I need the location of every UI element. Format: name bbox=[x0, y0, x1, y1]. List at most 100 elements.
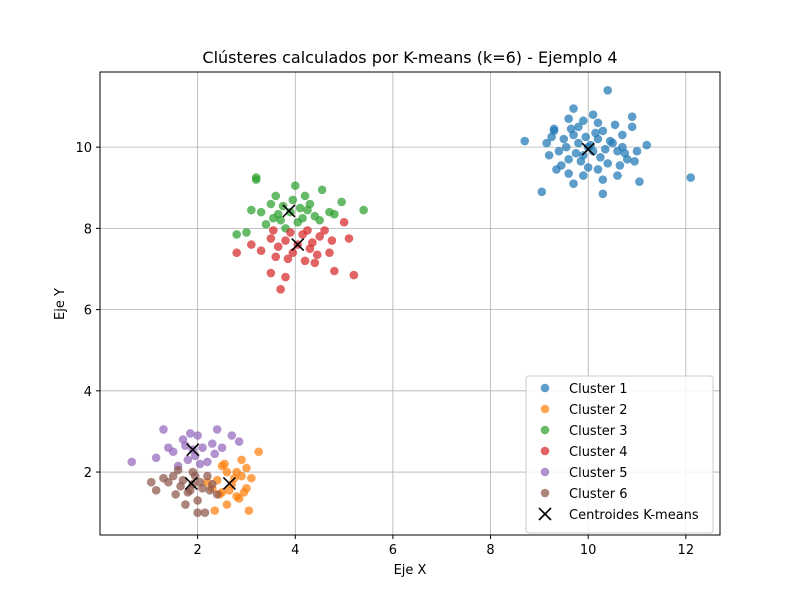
data-point bbox=[127, 457, 137, 467]
data-point bbox=[232, 230, 241, 239]
data-point bbox=[176, 481, 185, 491]
data-point bbox=[564, 155, 573, 164]
data-point bbox=[586, 140, 595, 150]
data-point bbox=[234, 494, 244, 503]
data-point bbox=[232, 248, 241, 258]
data-point bbox=[234, 437, 244, 446]
data-point bbox=[600, 144, 610, 154]
centroid-marker bbox=[581, 142, 595, 156]
data-point bbox=[320, 226, 329, 235]
data-point bbox=[330, 266, 339, 276]
data-point bbox=[603, 85, 613, 95]
data-point bbox=[349, 270, 359, 280]
data-point bbox=[212, 425, 222, 434]
data-point bbox=[564, 169, 573, 178]
data-point bbox=[308, 238, 317, 247]
data-point bbox=[627, 122, 637, 132]
data-point bbox=[327, 236, 337, 245]
data-point bbox=[195, 459, 205, 469]
data-point bbox=[159, 473, 168, 483]
legend-marker bbox=[540, 446, 550, 456]
data-point bbox=[591, 128, 600, 138]
data-point bbox=[598, 175, 608, 184]
x-tick-label: 2 bbox=[193, 543, 201, 558]
data-point bbox=[281, 272, 290, 282]
data-point bbox=[317, 185, 327, 195]
data-point bbox=[547, 132, 556, 142]
data-point bbox=[520, 136, 530, 146]
y-tick-label: 6 bbox=[84, 304, 92, 319]
chart-title: Clústeres calculados por K-means (k=6) -… bbox=[202, 48, 617, 67]
legend: Cluster 1 Cluster 2 Cluster 3 Cluster 4 Clus… bbox=[525, 375, 714, 534]
data-point bbox=[596, 152, 605, 162]
plot-frame bbox=[99, 71, 721, 536]
data-point bbox=[569, 104, 578, 113]
axis-ticks: 2 4 6 8 10 12 2 4 6 8 10 bbox=[75, 141, 694, 558]
centroid-marker bbox=[291, 238, 305, 252]
legend-label: Cluster 5 bbox=[569, 466, 628, 481]
data-point bbox=[569, 179, 578, 188]
data-point bbox=[325, 248, 334, 258]
data-point bbox=[618, 142, 627, 152]
legend-marker bbox=[540, 425, 550, 435]
legend-entry: Cluster 6 bbox=[540, 487, 628, 502]
data-point bbox=[210, 449, 220, 459]
data-point bbox=[642, 140, 652, 150]
series-3 bbox=[232, 173, 368, 239]
legend-marker bbox=[538, 507, 552, 521]
data-point bbox=[359, 205, 368, 215]
data-point bbox=[254, 447, 263, 457]
legend-entry: Cluster 5 bbox=[540, 466, 628, 481]
data-point bbox=[303, 226, 312, 235]
data-point bbox=[293, 217, 303, 227]
data-point bbox=[200, 508, 210, 517]
data-point bbox=[618, 130, 627, 140]
data-point bbox=[164, 443, 173, 452]
centroid-marker bbox=[222, 476, 236, 490]
x-tick-label: 8 bbox=[486, 543, 494, 558]
data-point bbox=[186, 486, 195, 495]
data-point bbox=[632, 146, 642, 156]
legend-label: Cluster 4 bbox=[569, 445, 628, 460]
data-point bbox=[315, 232, 324, 241]
data-point bbox=[686, 173, 696, 182]
data-point bbox=[212, 490, 222, 499]
legend-entry: Cluster 2 bbox=[540, 403, 628, 418]
data-point bbox=[146, 477, 156, 487]
data-point bbox=[269, 213, 278, 223]
data-point bbox=[552, 165, 561, 174]
data-point bbox=[593, 165, 603, 174]
data-point bbox=[576, 157, 586, 166]
centroid-markers bbox=[184, 142, 595, 490]
data-point bbox=[186, 429, 195, 438]
data-point bbox=[203, 471, 212, 481]
y-tick-label: 4 bbox=[84, 385, 92, 400]
data-point bbox=[266, 268, 276, 278]
data-point bbox=[598, 189, 608, 199]
data-point bbox=[242, 463, 251, 473]
data-point bbox=[151, 453, 161, 463]
y-axis-label: Eje Y bbox=[53, 288, 68, 320]
data-point bbox=[159, 425, 168, 434]
data-point bbox=[330, 209, 339, 219]
data-point bbox=[217, 443, 227, 452]
data-point bbox=[266, 234, 276, 243]
x-tick-label: 4 bbox=[291, 543, 299, 558]
legend-box bbox=[525, 375, 714, 534]
data-point bbox=[295, 203, 305, 213]
data-points bbox=[127, 85, 696, 517]
data-point bbox=[256, 207, 266, 217]
data-point bbox=[203, 457, 212, 467]
data-point bbox=[247, 473, 256, 483]
centroid-marker bbox=[184, 476, 198, 490]
data-point bbox=[261, 220, 271, 229]
legend-label: Centroides K-means bbox=[569, 508, 699, 523]
data-point bbox=[561, 142, 571, 152]
data-point bbox=[222, 467, 232, 477]
data-point bbox=[344, 234, 354, 243]
data-point bbox=[588, 110, 598, 119]
series-4 bbox=[232, 217, 359, 294]
data-point bbox=[207, 439, 217, 448]
data-point bbox=[571, 148, 581, 158]
y-tick-label: 8 bbox=[84, 222, 92, 237]
